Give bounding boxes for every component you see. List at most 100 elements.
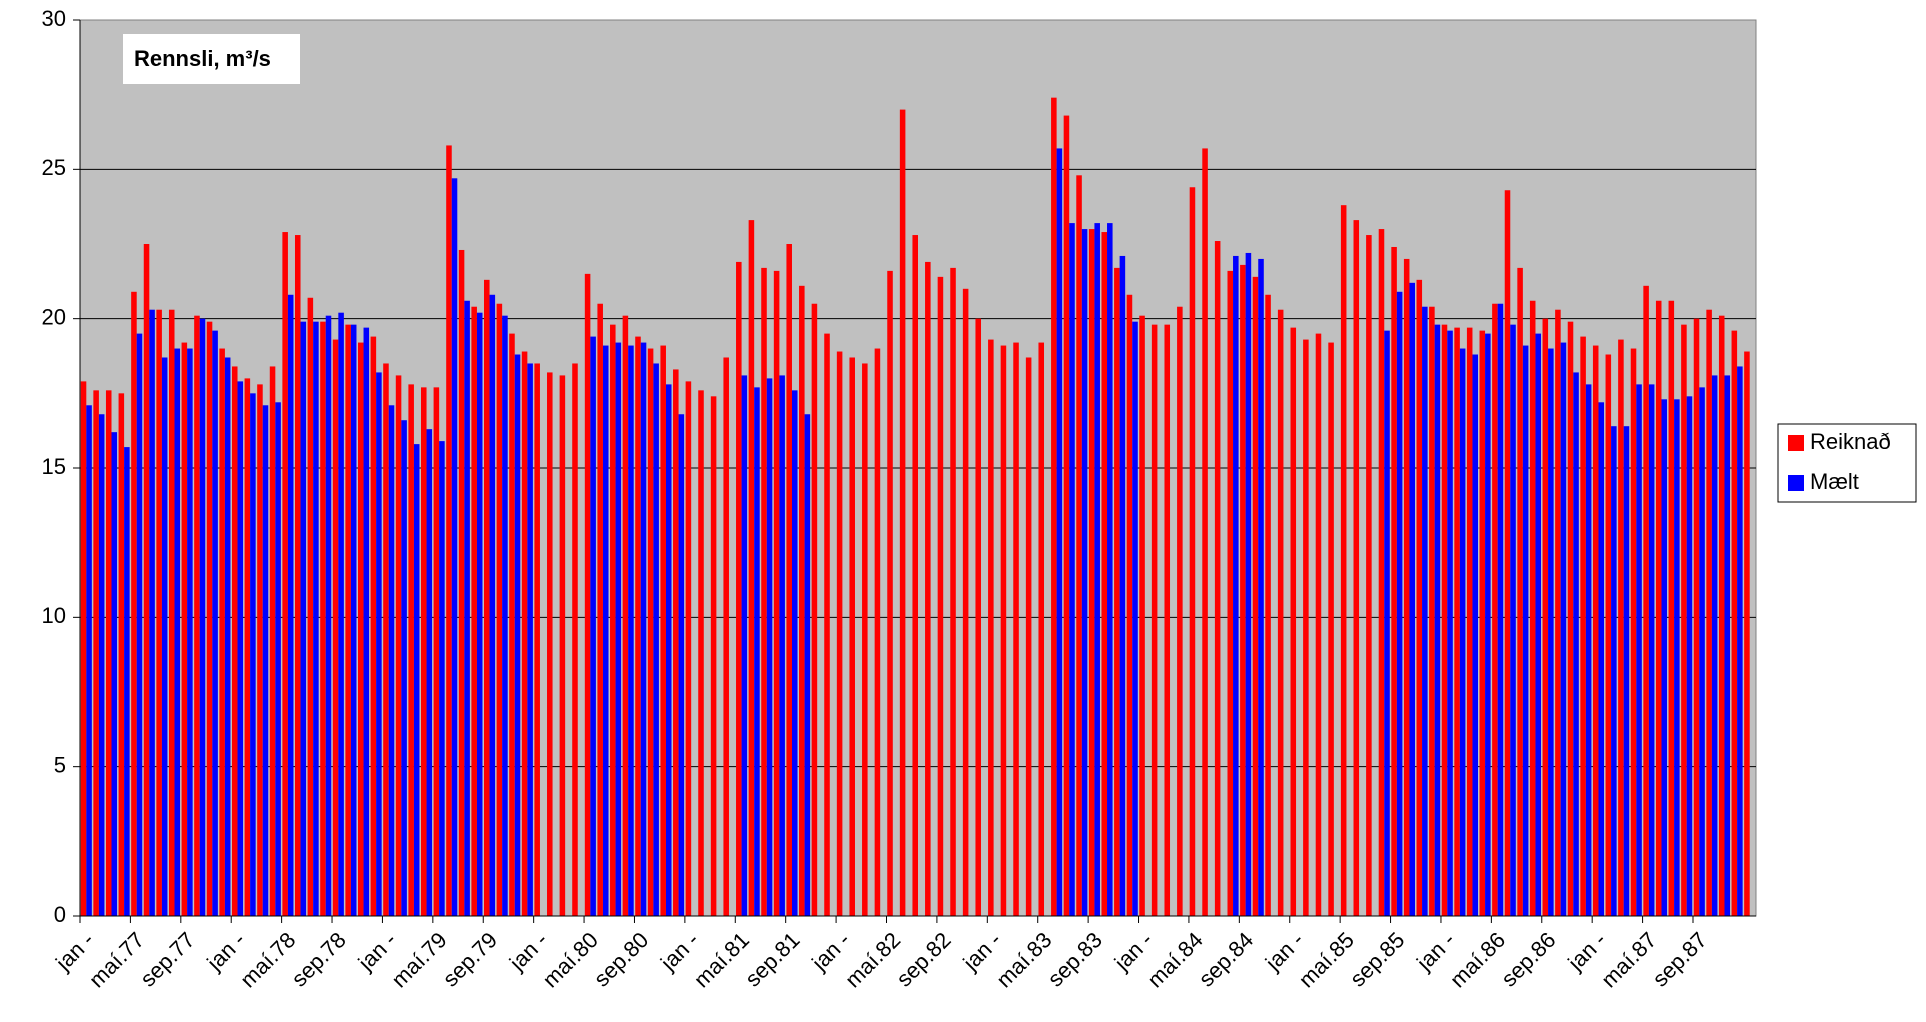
bar [1151,324,1158,916]
bar [350,324,357,916]
bar [357,342,364,916]
bar [1378,229,1385,917]
bar [1611,426,1617,916]
x-tick-label: maí.85 [1294,927,1359,992]
bar [534,363,540,916]
x-tick-label: sep.81 [740,927,804,991]
bar [413,444,420,916]
bar [1623,426,1630,916]
bar [786,244,792,916]
legend-swatch [1788,435,1804,451]
bar [118,393,125,916]
bar [1447,330,1453,916]
bar [1681,324,1687,916]
bar [1063,115,1070,916]
bar [1731,330,1738,916]
bar [149,309,155,916]
bar [597,303,603,916]
bar [824,333,830,917]
bar [1038,342,1045,916]
bar [1214,241,1221,917]
bar [287,294,294,917]
bar [698,390,704,916]
bar [1585,384,1592,917]
x-tick-label: maí.86 [1445,927,1510,992]
bar [887,270,893,916]
bar [1441,324,1448,916]
bar [244,378,251,916]
bar [653,363,659,916]
bar [1366,235,1372,917]
bar [1548,348,1554,916]
bar [275,402,281,916]
bar [710,396,717,916]
bar [673,369,679,916]
y-tick-label: 20 [42,304,66,329]
bar [1069,223,1075,917]
bar [975,318,982,917]
bar [1504,190,1511,917]
bar [761,267,767,917]
bar [937,276,944,916]
bar [799,285,805,916]
bar [615,342,622,916]
bar [1384,330,1390,916]
bar [874,348,881,916]
bar [1555,309,1561,916]
bar [257,384,263,917]
bar [628,345,634,917]
bar [131,291,137,917]
bar [1315,333,1322,917]
bar [590,336,596,916]
bar [912,235,918,917]
bar [1429,306,1435,917]
bar [836,351,843,916]
bar [1094,223,1100,917]
bar [1724,375,1731,916]
bar [647,348,654,916]
bar [1636,384,1642,917]
x-tick-label: sep.83 [1043,927,1107,991]
bar [1605,354,1612,916]
bar [1661,399,1668,917]
bar [766,378,773,916]
bar [559,375,566,916]
bar [161,357,168,916]
bar [370,336,377,916]
bar [1434,324,1441,916]
bar [547,372,553,917]
bar [325,315,332,916]
legend-label: Reiknað [1810,429,1891,454]
bar [1422,306,1428,917]
bar [1542,318,1549,917]
x-tick-label: maí.82 [840,927,905,992]
bar [584,273,591,916]
bar [862,363,868,916]
bar [1416,279,1423,917]
bar [1076,175,1082,917]
bar [401,420,407,916]
bar [420,387,427,916]
bar [476,312,483,916]
bar [80,381,87,916]
bar [1000,345,1007,917]
bar [811,303,818,916]
legend-items: Reiknað Mælt [1788,429,1891,494]
bar [300,321,307,916]
bar [1409,282,1416,916]
x-tick-label: maí.83 [991,927,1056,992]
bar [1744,351,1750,916]
bar [1277,309,1284,916]
x-tick-label: sep.85 [1345,927,1409,991]
bar [660,345,666,917]
bar [224,357,231,916]
x-tick-label: sep.80 [589,927,653,991]
bar [635,336,641,916]
bar [1177,306,1183,917]
bar [1686,396,1693,916]
bar [433,387,440,916]
bar [1598,402,1605,916]
bar [1340,205,1347,916]
bar [124,447,130,916]
bar [741,375,748,916]
